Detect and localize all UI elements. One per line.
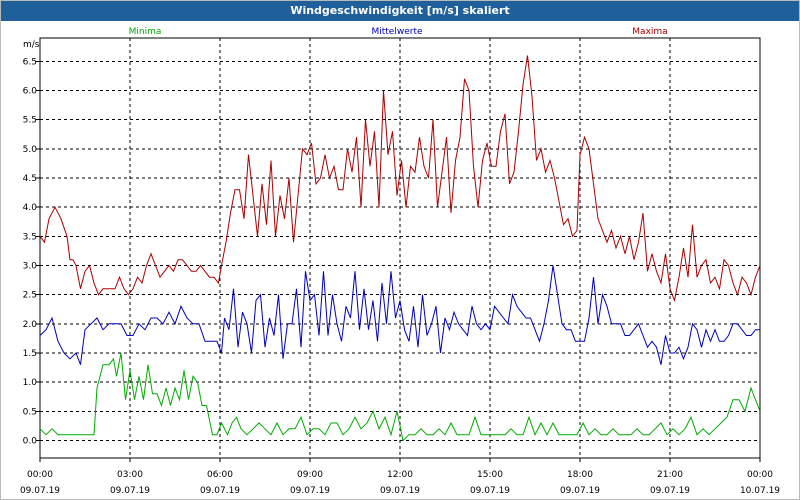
legend-entry-maxima: Maxima	[632, 27, 667, 37]
x-tick-time-label: 21:00	[657, 470, 683, 480]
x-tick-time-label: 06:00	[207, 470, 233, 480]
y-tick-label: 4.5	[23, 174, 37, 184]
y-tick-label: 6.0	[23, 87, 38, 97]
y-tick-label: 5.5	[23, 116, 37, 126]
y-tick-label: 0.5	[23, 407, 37, 417]
y-axis-unit: m/s	[23, 40, 40, 50]
y-tick-label: 5.0	[23, 145, 38, 155]
x-tick-time-label: 18:00	[567, 470, 593, 480]
series-line-maxima	[39, 55, 761, 303]
y-tick-label: 1.0	[23, 378, 38, 388]
y-tick-label: 1.5	[23, 349, 37, 359]
x-tick-date-label: 09.07.19	[20, 486, 60, 496]
y-tick-label: 4.0	[23, 203, 38, 213]
series-line-mittelwerte	[39, 265, 760, 365]
x-tick-date-label: 09.07.19	[380, 486, 420, 496]
x-tick-date-label: 09.07.19	[470, 486, 510, 496]
y-tick-label: 3.5	[23, 232, 37, 242]
x-tick-date-label: 09.07.19	[650, 486, 690, 496]
x-tick-date-label: 09.07.19	[200, 486, 240, 496]
chart-title: Windgeschwindigkeit [m/s] skaliert	[1, 1, 799, 21]
y-tick-label: 6.5	[23, 57, 37, 67]
y-tick-label: 2.5	[23, 291, 37, 301]
legend-entry-mittelwerte: Mittelwerte	[371, 27, 422, 37]
x-tick-date-label: 09.07.19	[560, 486, 600, 496]
y-tick-label: 3.0	[23, 262, 38, 272]
x-tick-time-label: 15:00	[477, 470, 503, 480]
y-tick-label: 0.0	[23, 437, 38, 447]
x-tick-date-label: 09.07.19	[110, 486, 150, 496]
legend-entry-minima: Minima	[129, 27, 162, 37]
x-tick-time-label: 12:00	[387, 470, 413, 480]
y-tick-label: 2.0	[23, 320, 38, 330]
x-tick-date-label: 10.07.19	[740, 486, 780, 496]
x-tick-time-label: 00:00	[27, 470, 53, 480]
x-tick-date-label: 09.07.19	[290, 486, 330, 496]
x-tick-time-label: 03:00	[117, 470, 143, 480]
plot-area-border	[39, 37, 761, 459]
series-line-minima	[39, 352, 761, 442]
x-tick-time-label: 00:00	[747, 470, 773, 480]
x-tick-time-label: 09:00	[297, 470, 323, 480]
